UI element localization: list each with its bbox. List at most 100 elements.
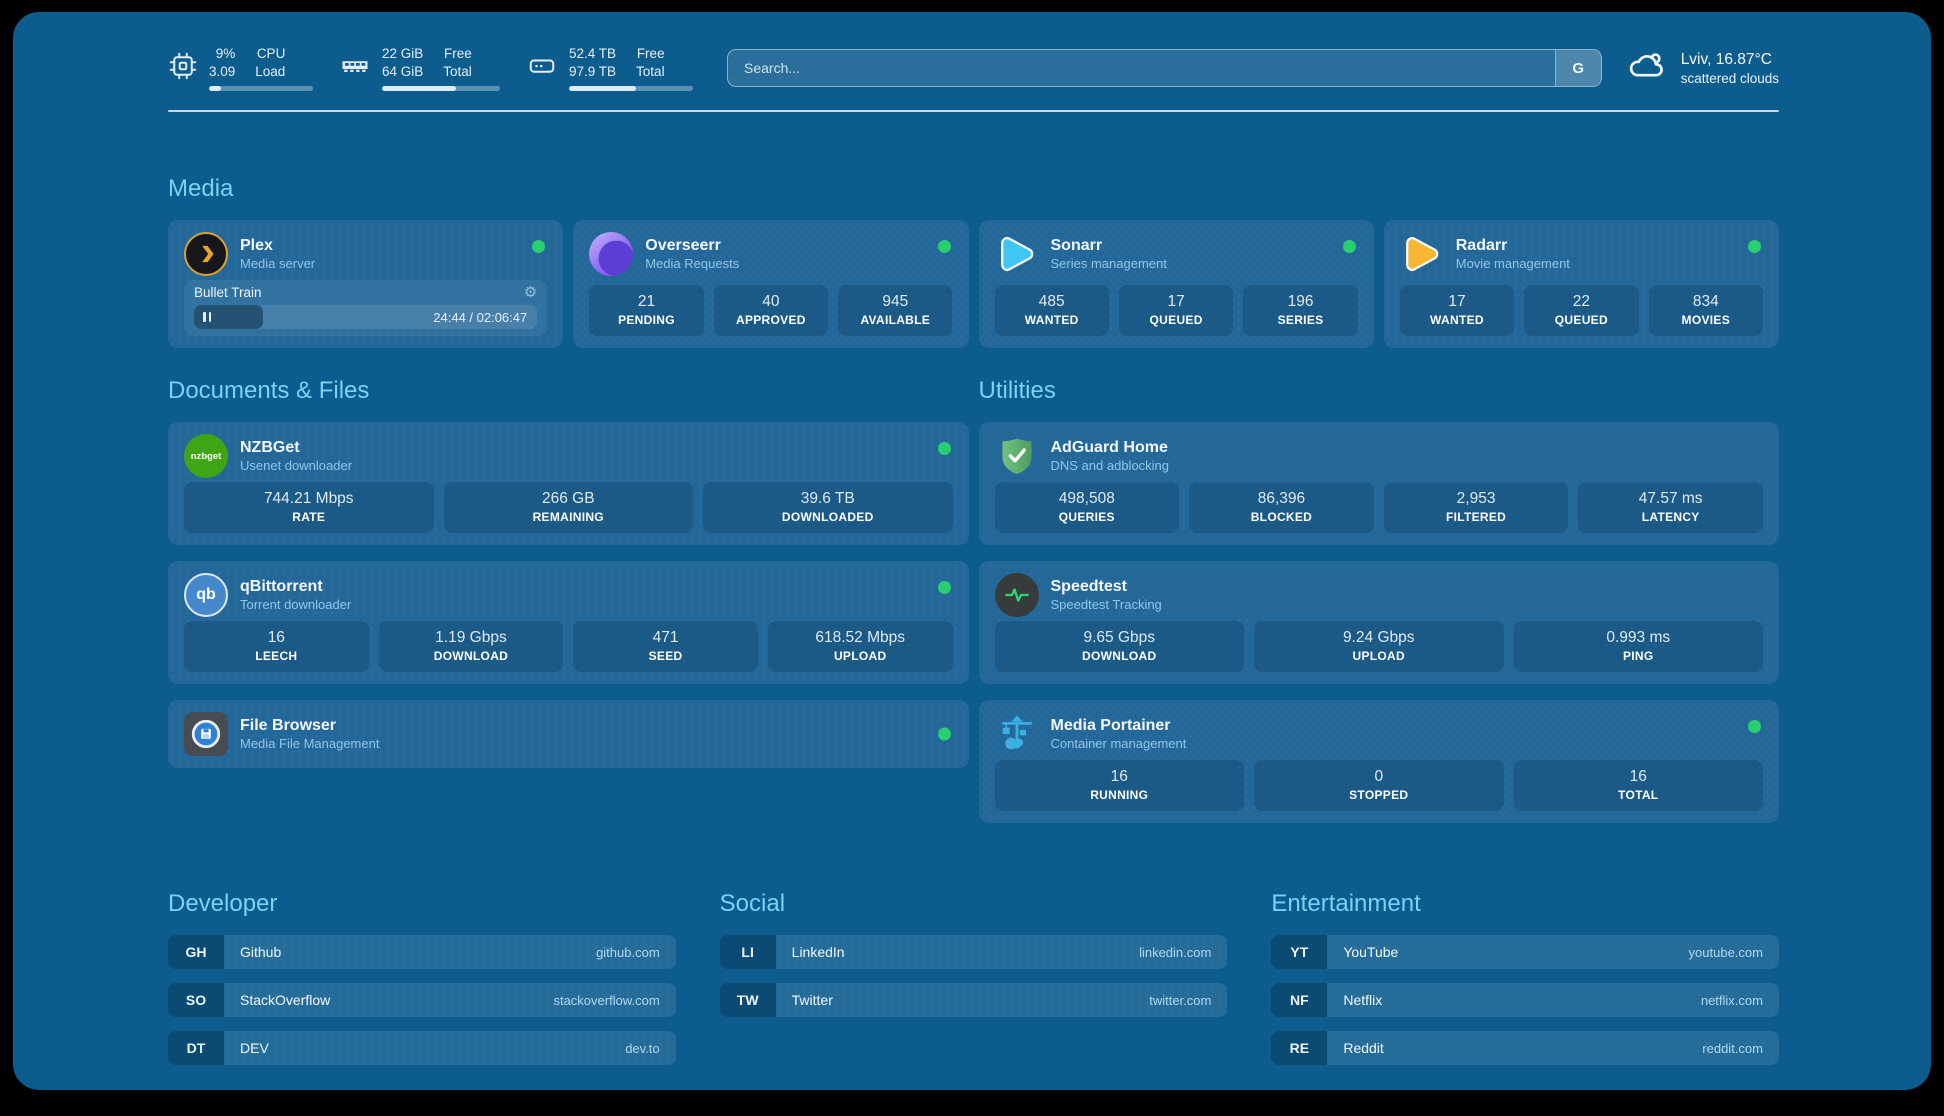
stat-upload: 9.24 Gbps UPLOAD	[1254, 621, 1504, 672]
service-name: AdGuard Home	[1050, 438, 1168, 456]
bookmark-group-social: Social LI LinkedIn linkedin.com TW Twitt…	[719, 889, 1228, 1079]
bookmark-name: Twitter	[791, 992, 833, 1008]
stat-value: 0.993 ms	[1606, 629, 1671, 646]
search-engine-button[interactable]: G	[1554, 50, 1601, 86]
disk-total-label: Total	[636, 64, 665, 79]
bookmark-abbr: DT	[168, 1031, 224, 1065]
service-card-plex[interactable]: Plex Media server Bullet Train ⚙ 24:44 /…	[168, 220, 564, 348]
disk-metric: 52.4 TB 97.9 TB Free Total	[526, 45, 693, 91]
pause-icon[interactable]	[203, 312, 211, 322]
bookmark-linkedin[interactable]: LI LinkedIn linkedin.com	[719, 935, 1228, 969]
stat-label: UPLOAD	[1352, 649, 1405, 663]
adguard-shield-icon	[995, 434, 1039, 478]
service-subtitle: Usenet downloader	[240, 457, 353, 473]
service-subtitle: Movie management	[1455, 255, 1570, 271]
gear-icon[interactable]: ⚙	[523, 284, 538, 301]
status-dot	[1748, 240, 1761, 253]
weather-location-temp: Lviv, 16.87°C	[1680, 51, 1772, 69]
bookmark-reddit[interactable]: RE Reddit reddit.com	[1271, 1031, 1779, 1065]
cpu-progress-fill	[209, 85, 222, 91]
stat-value: 1.19 Gbps	[435, 629, 507, 646]
stat-label: SERIES	[1277, 313, 1324, 327]
service-card-adguard[interactable]: AdGuard Home DNS and adblocking 498,508 …	[978, 422, 1779, 545]
cpu-metric: 9% 3.09 CPU Load	[168, 45, 313, 91]
service-card-portainer[interactable]: Media Portainer Container management 16 …	[978, 700, 1779, 823]
stat-value: 16	[1629, 768, 1647, 785]
stat-label: WANTED	[1430, 313, 1484, 327]
stat-value: 40	[762, 293, 780, 310]
stat-value: 86,396	[1257, 490, 1306, 507]
bookmark-github[interactable]: GH Github github.com	[168, 935, 676, 969]
stat-value: 16	[1110, 768, 1128, 785]
service-card-filebrowser[interactable]: File Browser Media File Management	[168, 700, 969, 768]
stat-pending: 21 PENDING	[589, 285, 704, 336]
stat-remaining: 266 GB REMAINING	[443, 482, 693, 533]
stat-value: 485	[1038, 293, 1065, 310]
bookmark-dev[interactable]: DT DEV dev.to	[168, 1031, 676, 1065]
disk-progress-track	[569, 85, 693, 91]
plex-chevron-icon	[184, 232, 228, 276]
stat-rate: 744.21 Mbps RATE	[184, 482, 434, 533]
bookmark-group-entertainment: Entertainment YT YouTube youtube.com NF …	[1271, 889, 1779, 1079]
now-playing-title: Bullet Train	[194, 285, 262, 300]
bookmark-twitter[interactable]: TW Twitter twitter.com	[719, 983, 1228, 1017]
service-subtitle: Container management	[1050, 735, 1187, 751]
stat-label: APPROVED	[735, 313, 806, 327]
stat-label: QUEUED	[1554, 313, 1608, 327]
bookmark-abbr: YT	[1271, 935, 1328, 969]
stat-download: 1.19 Gbps DOWNLOAD	[378, 621, 564, 672]
bookmark-url: twitter.com	[1149, 992, 1212, 1008]
stat-total: 16 TOTAL	[1513, 760, 1763, 811]
stat-seed: 471 SEED	[573, 621, 758, 672]
stat-label: AVAILABLE	[860, 313, 931, 327]
memory-total-label: Total	[443, 64, 472, 79]
service-subtitle: Media Requests	[645, 255, 740, 271]
search-bar: G	[727, 49, 1602, 87]
section-title-utilities: Utilities	[978, 377, 1056, 404]
service-name: Radarr	[1455, 236, 1508, 254]
service-name: Speedtest	[1050, 577, 1127, 595]
stat-value: 0	[1374, 768, 1384, 785]
stat-wanted: 485 WANTED	[994, 285, 1109, 336]
filebrowser-logo-icon	[184, 712, 228, 756]
stat-label: DOWNLOAD	[1082, 649, 1157, 663]
bookmark-youtube[interactable]: YT YouTube youtube.com	[1271, 935, 1779, 969]
service-card-radarr[interactable]: Radarr Movie management 17 WANTED 22 QUE…	[1383, 220, 1779, 348]
weather-widget[interactable]: Lviv, 16.87°C scattered clouds	[1624, 46, 1779, 91]
stat-value: 47.57 ms	[1638, 490, 1703, 507]
bookmark-name: DEV	[240, 1040, 269, 1056]
memory-progress-fill	[382, 85, 457, 91]
service-subtitle: DNS and adblocking	[1050, 457, 1170, 473]
service-subtitle: Torrent downloader	[240, 596, 352, 612]
stat-label: DOWNLOAD	[433, 649, 509, 663]
memory-free-value: 22 GiB	[382, 46, 424, 62]
service-subtitle: Series management	[1050, 255, 1167, 271]
radarr-play-icon	[1400, 232, 1444, 276]
service-name: NZBGet	[240, 438, 300, 456]
service-card-overseerr[interactable]: Overseerr Media Requests 21 PENDING 40 A…	[573, 220, 969, 348]
stat-downloaded: 39.6 TB DOWNLOADED	[703, 482, 953, 533]
bookmark-url: linkedin.com	[1139, 944, 1212, 960]
media-grid: Plex Media server Bullet Train ⚙ 24:44 /…	[168, 220, 1779, 348]
stat-upload: 618.52 Mbps UPLOAD	[767, 621, 953, 672]
dashboard-root: 9% 3.09 CPU Load	[13, 12, 1931, 1090]
service-card-qbittorrent[interactable]: qb qBittorrent Torrent downloader 16 LEE…	[168, 561, 969, 684]
search-input[interactable]	[728, 50, 1555, 86]
stat-label: DOWNLOADED	[781, 510, 874, 524]
stat-approved: 40 APPROVED	[713, 285, 829, 336]
status-dot	[937, 240, 951, 253]
service-card-sonarr[interactable]: Sonarr Series management 485 WANTED 17 Q…	[978, 220, 1374, 348]
topbar: 9% 3.09 CPU Load	[168, 42, 1779, 94]
cpu-usage: 9%	[215, 46, 236, 62]
bookmark-netflix[interactable]: NF Netflix netflix.com	[1271, 983, 1779, 1017]
player-progress-bar[interactable]: 24:44 / 02:06:47	[194, 305, 538, 329]
bookmark-name: Github	[240, 944, 282, 960]
bookmark-group-developer: Developer GH Github github.com SO StackO…	[168, 889, 676, 1079]
bookmark-abbr: GH	[168, 935, 224, 969]
service-card-speedtest[interactable]: Speedtest Speedtest Tracking 9.65 Gbps D…	[978, 561, 1779, 684]
service-card-nzbget[interactable]: nzbget NZBGet Usenet downloader 744.21 M…	[168, 422, 969, 545]
bookmark-name: Netflix	[1343, 992, 1383, 1008]
bookmark-url: github.com	[596, 944, 660, 960]
speedtest-pulse-icon	[994, 573, 1039, 617]
bookmark-stackoverflow[interactable]: SO StackOverflow stackoverflow.com	[168, 983, 676, 1017]
